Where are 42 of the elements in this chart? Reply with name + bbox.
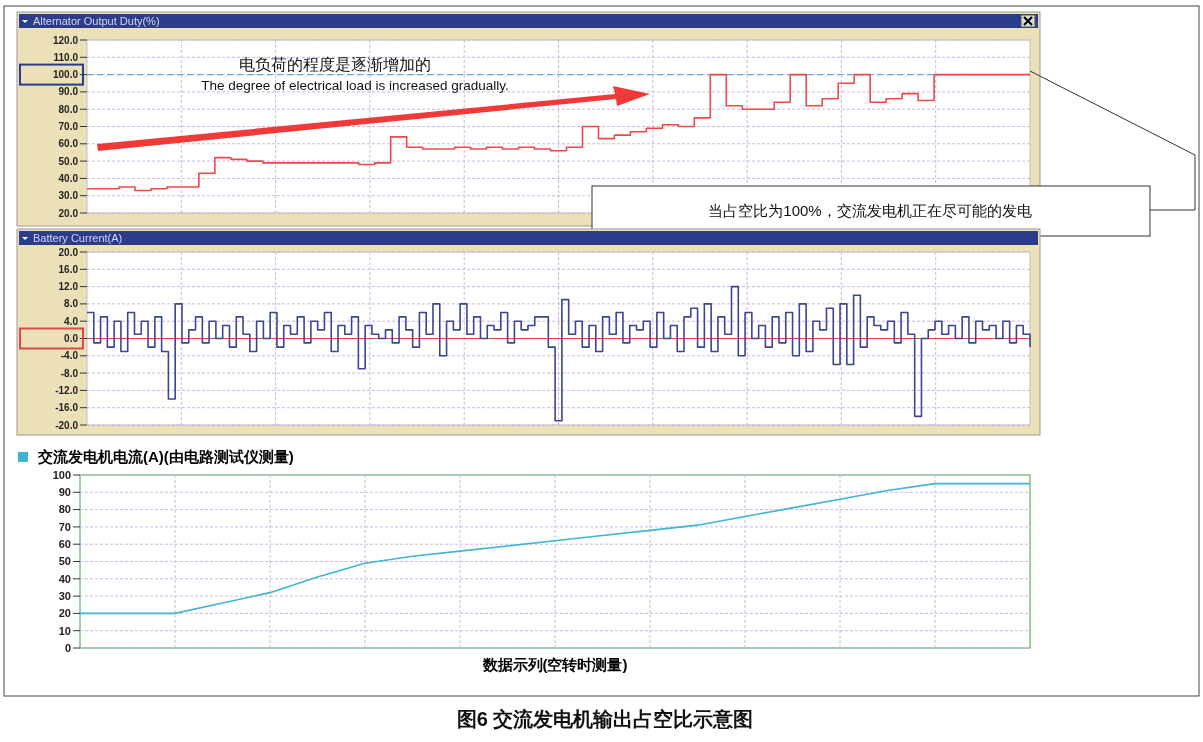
y-tick-label: 70.0 — [58, 121, 79, 132]
y-tick-label: 100.0 — [52, 69, 79, 81]
y-tick-label: -16.0 — [55, 402, 79, 414]
y-tick-label: 90 — [58, 486, 71, 499]
annotation: The degree of electrical load is increased gradually. — [201, 78, 509, 93]
chart-title: Alternator Output Duty(%) — [33, 15, 160, 27]
y-tick-label: 50 — [58, 555, 71, 568]
y-tick-label: 80.0 — [58, 103, 79, 115]
y-tick-label: 60 — [58, 538, 71, 551]
y-tick-label: 10 — [58, 624, 71, 637]
y-tick-label: -12.0 — [55, 384, 79, 396]
y-tick-label: 0.0 — [64, 333, 79, 344]
y-tick-label: 40 — [58, 572, 71, 585]
annotation: 电负荷的程度是逐渐增加的 — [239, 56, 431, 73]
y-tick-label: -8.0 — [60, 367, 79, 379]
y-tick-label: 40.0 — [58, 172, 79, 184]
caption: 图6 交流发电机输出占空比示意图 — [456, 708, 754, 730]
line-series — [79, 482, 1031, 615]
chart-title: Battery Current(A) — [33, 232, 123, 244]
y-tick-label: -4.0 — [60, 350, 79, 362]
y-tick-label: 90.0 — [58, 86, 79, 98]
annotation: 当占空比为100%，交流发电机正在尽可能的发电 — [708, 202, 1032, 219]
y-tick-label: -20.0 — [55, 419, 79, 431]
y-tick-label: 30 — [58, 589, 71, 602]
y-tick-label: 16.0 — [58, 263, 79, 275]
x-axis-title: 数据示列(空转时测量) — [481, 656, 628, 673]
y-tick-label: 80 — [58, 503, 71, 516]
y-tick-label: 20.0 — [58, 246, 79, 258]
y-tick-label: 110.0 — [53, 51, 79, 63]
y-tick-label: 20.0 — [58, 207, 79, 219]
legend-label: 交流发电机电流(A)(由电路测试仪测量) — [37, 448, 294, 466]
y-tick-label: 4.0 — [64, 315, 79, 327]
y-tick-label: 8.0 — [64, 298, 79, 310]
y-tick-label: 120.0 — [52, 34, 79, 46]
y-tick-label: 100 — [52, 468, 71, 481]
y-tick-label: 70 — [58, 520, 71, 533]
y-tick-label: 20 — [58, 607, 71, 620]
y-tick-label: 50.0 — [58, 155, 79, 167]
y-tick-label: 0 — [64, 641, 71, 654]
y-tick-label: 60.0 — [58, 138, 79, 150]
y-tick-label: 12.0 — [58, 281, 79, 293]
y-tick-label: 30.0 — [58, 190, 79, 202]
